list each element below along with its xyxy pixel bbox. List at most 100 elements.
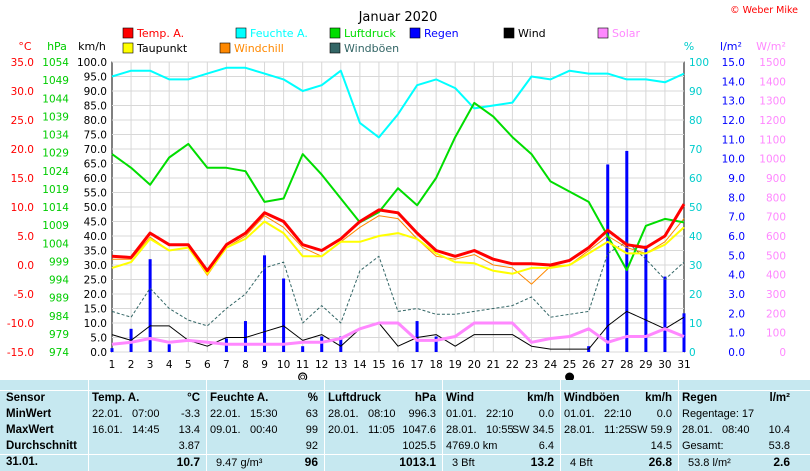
column-unit: km/h [645, 392, 672, 404]
temp-tick-label: 30.0 [11, 86, 34, 98]
hpa-tick-label: 994 [49, 275, 69, 287]
cell-date: 09.01. [210, 424, 241, 436]
rain-bar [263, 255, 267, 352]
current-detail: 9.47 g/m³ [216, 457, 263, 469]
kmh-tick-label: 30.0 [84, 260, 107, 272]
x-tick-label: 10 [277, 359, 290, 371]
rain-bar [434, 336, 438, 352]
column-unit: % [307, 392, 318, 404]
statistics-table: Sensor MinWert MaxWert Durchschnitt 31.01. Te… [0, 380, 810, 471]
x-tick-label: 24 [544, 359, 558, 371]
x-tick-label: 8 [242, 359, 249, 371]
rain-tick-label: 3.0 [728, 289, 745, 301]
hpa-tick-label: 1004 [42, 238, 69, 250]
table-row-label: Durchschnitt [6, 440, 77, 452]
legend-label: Windchill [234, 42, 284, 55]
axis-ticks: 35.0 30.0 25.0 20.0 15.0 10.0 5.0 0.0 -5.0 -10.0 -… [7, 57, 786, 359]
current-detail: 3 Bft [452, 457, 475, 469]
hpa-axis-title: hPa [47, 40, 67, 53]
cell-value: 63 [305, 408, 318, 420]
pct-axis-title: % [684, 40, 694, 53]
cell-value: -3.3 [181, 408, 200, 420]
series-line-windb-en [111, 241, 685, 327]
solar-tick-label: 800 [766, 192, 786, 204]
legend-label: Taupunkt [136, 42, 188, 55]
cell-date: 28.01. [328, 408, 359, 420]
rain-bars [110, 150, 686, 352]
legend-label: Feuchte A. [250, 27, 308, 40]
rain-bar [282, 278, 286, 352]
rain-tick-label: 12.0 [722, 115, 745, 127]
x-tick-label: 11 [296, 359, 309, 371]
cell-time: 10:55 [486, 424, 514, 436]
axis-titles: °C hPa km/h% l/m² W/m² [18, 40, 785, 53]
cell-date: 16.01. [92, 424, 123, 436]
hpa-tick-label: 999 [49, 256, 69, 268]
pct-tick-label: 90 [689, 86, 702, 98]
solar-tick-label: 1000 [759, 154, 786, 166]
series-line-temp-a- [111, 203, 686, 273]
current-value: 96 [304, 455, 318, 469]
cell-value: 92 [305, 440, 318, 452]
current-detail: 53.8 l/m² [688, 457, 731, 469]
cell-value: 6.4 [538, 440, 554, 452]
series-lines [111, 66, 686, 350]
cell-time: 11:05 [368, 424, 395, 436]
x-tick-label: 30 [658, 359, 671, 371]
cell-time: 15:30 [250, 408, 278, 420]
pct-tick-label: 50 [689, 202, 702, 214]
series-line-taupunkt [111, 220, 685, 275]
cell-date: 28.01. [682, 424, 713, 436]
temp-tick-label: 15.0 [11, 173, 34, 185]
solar-axis-title: W/m² [756, 40, 786, 53]
kmh-tick-label: 90.0 [84, 86, 107, 98]
table-column-divider [678, 380, 679, 471]
rain-bar [320, 336, 324, 352]
rain-bar [110, 348, 114, 352]
cell-time: 08:40 [722, 424, 750, 436]
legend-label: Luftdruck [344, 27, 396, 40]
legend-swatch [122, 27, 134, 39]
cell-date: 28.01. [446, 424, 477, 436]
cell-value: 996.3 [408, 408, 436, 420]
solar-tick-label: 0 [779, 347, 786, 359]
table-column-divider [560, 380, 561, 471]
rain-tick-label: 7.0 [728, 212, 745, 224]
x-tick-label: 4 [166, 359, 173, 371]
x-tick-label: 21 [487, 359, 500, 371]
cell-date: Regentage: 17 [682, 408, 755, 420]
current-value: 10.7 [176, 455, 200, 469]
kmh-tick-label: 45.0 [84, 217, 107, 229]
solar-tick-label: 300 [766, 289, 786, 301]
x-tick-label: 28 [620, 359, 633, 371]
x-tick-label: 9 [261, 359, 268, 371]
x-tick-label: 20 [468, 359, 481, 371]
cell-value: 53.8 [768, 440, 790, 452]
x-tick-label: 6 [204, 359, 211, 371]
x-tick-label: 2 [128, 359, 135, 371]
x-tick-label: 15 [372, 359, 385, 371]
cell-value: SW 34.5 [511, 424, 554, 436]
kmh-tick-label: 15.0 [84, 304, 107, 316]
rain-tick-label: 14.0 [722, 76, 745, 88]
table-row-divider [0, 454, 810, 455]
solar-tick-label: 200 [766, 308, 786, 320]
cell-time: 07:00 [132, 408, 160, 420]
current-value: 2.6 [773, 455, 790, 469]
rain-tick-label: 0.0 [728, 347, 745, 359]
rain-tick-label: 11.0 [722, 134, 745, 146]
cell-value: 13.4 [178, 424, 200, 436]
legend-swatch [329, 42, 341, 54]
cell-time: 00:40 [250, 424, 278, 436]
pct-tick-label: 80 [689, 115, 702, 127]
legend-label: Temp. A. [136, 27, 184, 40]
kmh-tick-label: 0.0 [90, 347, 107, 359]
column-header: Regen [682, 392, 718, 404]
hpa-tick-label: 1044 [42, 93, 69, 105]
chart-title: Januar 2020 [358, 10, 438, 25]
x-tick-label: 1 [109, 359, 116, 371]
cell-time: 08:10 [368, 408, 396, 420]
column-unit: hPa [414, 392, 436, 404]
cell-value: 14.5 [650, 440, 672, 452]
x-tick-label: 7 [223, 359, 230, 371]
